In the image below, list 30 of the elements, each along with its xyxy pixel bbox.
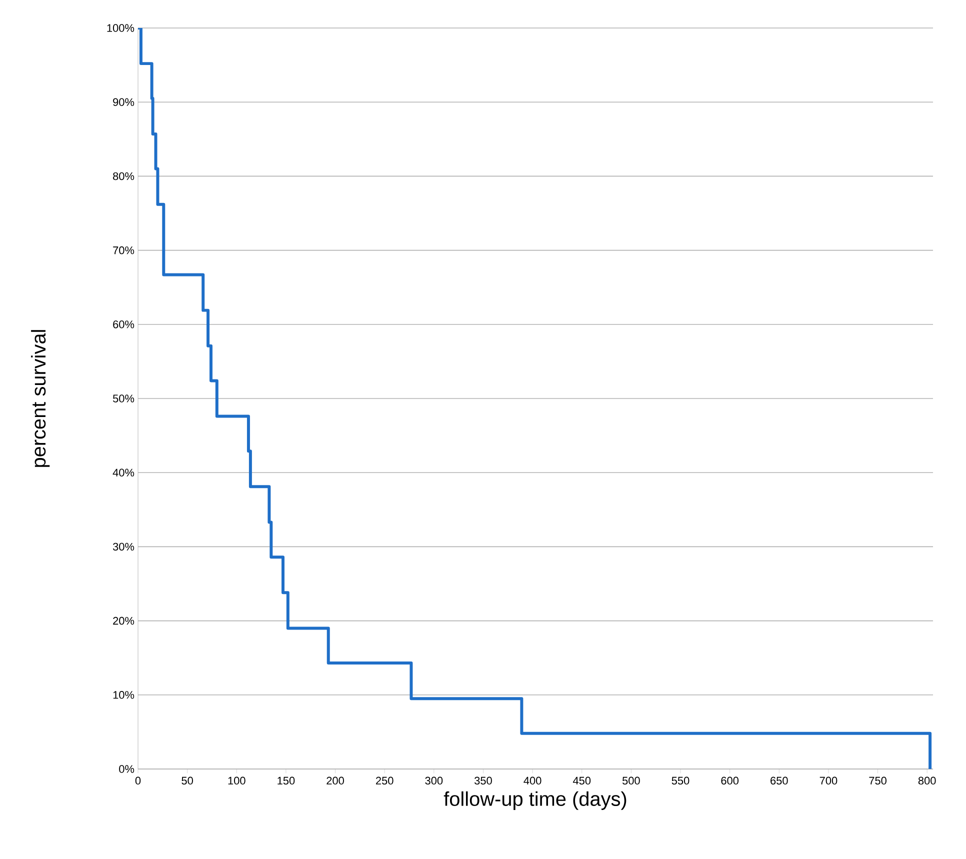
x-tick-label: 550: [672, 776, 690, 785]
x-tick-label: 450: [572, 776, 591, 785]
x-tick-label: 700: [820, 776, 838, 785]
x-tick-label: 300: [425, 776, 443, 785]
y-tick-label: 10%: [113, 691, 134, 699]
y-tick-label: 100%: [107, 24, 134, 32]
y-tick-label: 70%: [113, 246, 134, 254]
x-tick-label: 0: [135, 776, 141, 785]
y-tick-label: 40%: [112, 468, 134, 476]
x-tick-label: 750: [869, 776, 886, 785]
x-tick-label: 250: [376, 776, 394, 785]
y-tick-label: 90%: [113, 98, 134, 106]
x-tick-label: 650: [770, 776, 788, 785]
x-tick-label: 200: [326, 776, 344, 785]
y-tick-label: 0%: [119, 765, 134, 773]
x-tick-label: 350: [474, 776, 492, 785]
y-axis-title: percent survival: [31, 330, 50, 467]
y-tick-label: 50%: [112, 394, 134, 402]
y-tick-label: 80%: [113, 172, 134, 180]
x-tick-label: 50: [182, 776, 193, 785]
y-tick-label: 30%: [112, 542, 134, 551]
x-axis-title: follow-up time (days): [444, 791, 626, 810]
y-tick-label: 60%: [113, 320, 134, 328]
x-tick-label: 400: [524, 776, 542, 785]
x-tick-label: 800: [918, 776, 936, 785]
y-tick-label: 20%: [113, 616, 134, 625]
x-tick-label: 500: [622, 776, 640, 785]
x-tick-label: 600: [721, 776, 739, 785]
x-tick-label: 150: [278, 776, 295, 785]
x-tick-label: 100: [228, 776, 246, 785]
